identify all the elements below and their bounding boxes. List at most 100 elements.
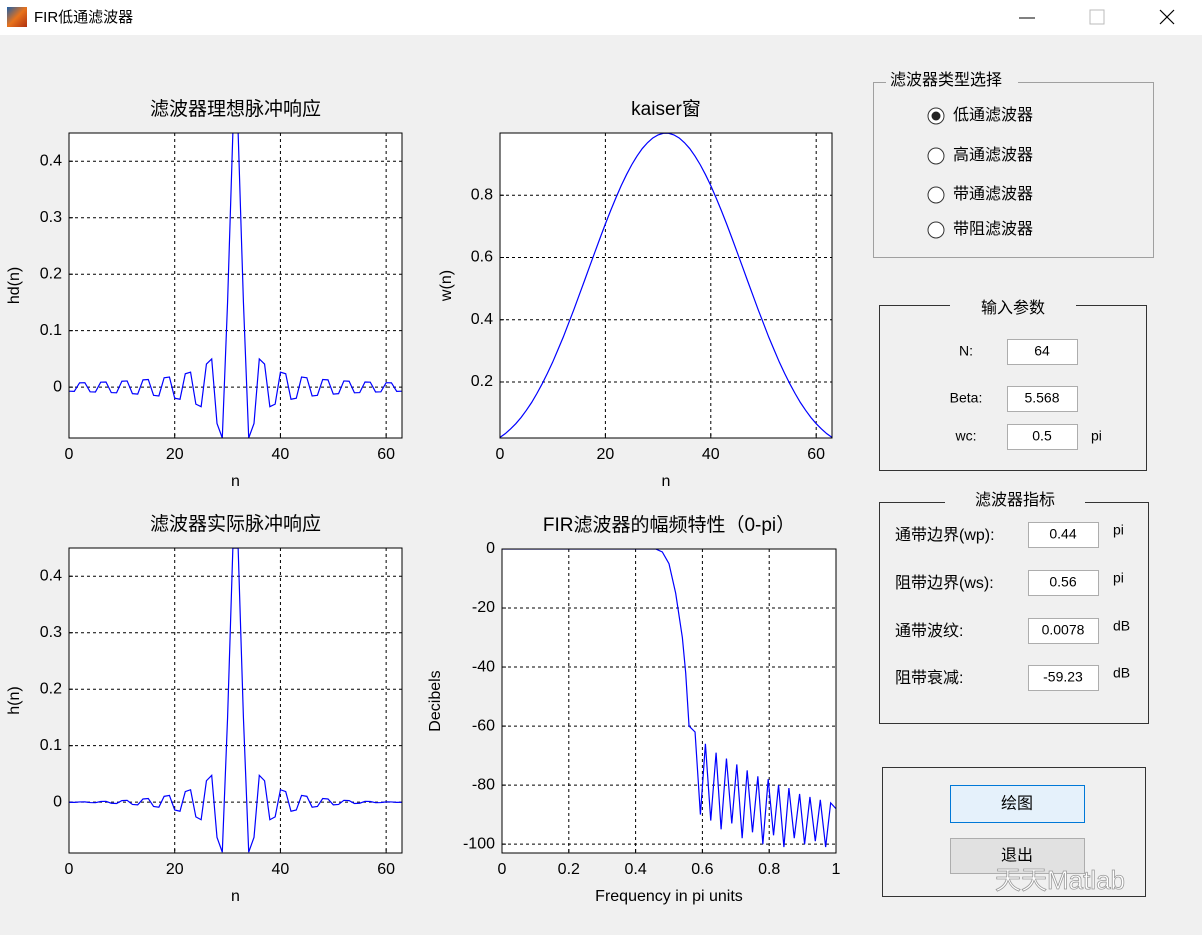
input-value[interactable]: 0.56 <box>1049 574 1076 590</box>
plot-area <box>69 133 402 438</box>
button[interactable] <box>950 838 1085 874</box>
group-title: 输入参数 <box>981 299 1045 317</box>
maximize-button[interactable] <box>1089 9 1105 25</box>
group-box <box>882 767 1146 897</box>
button[interactable] <box>950 785 1085 823</box>
x-tick-label: 0 <box>496 446 505 463</box>
text-input[interactable] <box>1007 386 1078 412</box>
data-line <box>502 549 836 848</box>
y-tick-label: 0.6 <box>471 249 493 266</box>
x-tick-label: 0 <box>65 861 74 878</box>
field-label: Beta: <box>950 390 983 406</box>
chart-title: 滤波器理想脉冲响应 <box>150 98 321 120</box>
radio-button[interactable] <box>927 147 945 165</box>
y-tick-label: -80 <box>472 776 495 793</box>
axes-box <box>68 132 403 439</box>
x-tick-label: 20 <box>166 446 184 463</box>
group-title: 滤波器指标 <box>975 491 1055 509</box>
input-value[interactable]: 0.0078 <box>1042 622 1085 638</box>
x-tick-label: 40 <box>272 446 290 463</box>
y-tick-label: 0 <box>486 540 495 557</box>
button-label[interactable]: 退出 <box>1001 847 1033 865</box>
chart-title: 滤波器实际脉冲响应 <box>150 513 321 535</box>
close-button[interactable] <box>1159 9 1175 25</box>
y-axis-label: w(n) <box>438 270 455 302</box>
x-tick-label: 40 <box>702 446 720 463</box>
y-tick-label: 0.2 <box>471 373 493 390</box>
x-axis-label: Frequency in pi units <box>595 888 743 905</box>
y-tick-label: 0.2 <box>40 680 62 697</box>
y-tick-label: -20 <box>472 599 495 616</box>
x-tick-label: 0 <box>498 861 507 878</box>
legend-bg <box>886 70 1018 92</box>
field-label: 通带波纹: <box>895 622 963 640</box>
group-title: 滤波器类型选择 <box>890 71 1002 89</box>
field-label: wc: <box>955 428 977 444</box>
radio-button[interactable] <box>927 221 945 239</box>
field-label: 阻带衰减: <box>895 669 963 687</box>
y-axis-label: Decibels <box>427 670 444 731</box>
x-tick-label: 0.6 <box>691 861 713 878</box>
input-value[interactable]: 0.44 <box>1049 526 1076 542</box>
unit-label: dB <box>1113 665 1130 681</box>
title-bar <box>0 0 1202 35</box>
x-axis-label: n <box>231 888 240 905</box>
x-tick-label: 0 <box>65 446 74 463</box>
input-value[interactable]: 0.5 <box>1032 428 1052 444</box>
text-input[interactable] <box>1007 424 1078 450</box>
axes-box <box>68 547 403 854</box>
text-input[interactable] <box>1028 618 1099 644</box>
text-input[interactable] <box>1007 339 1078 365</box>
x-tick-label: 1 <box>832 861 841 878</box>
axes-box <box>501 548 837 854</box>
x-tick-label: 40 <box>272 861 290 878</box>
text-input[interactable] <box>1028 570 1099 596</box>
app-icon <box>7 7 27 27</box>
radio-label[interactable]: 低通滤波器 <box>953 106 1033 124</box>
plot-area <box>502 549 836 853</box>
radio-label[interactable]: 带阻滤波器 <box>953 220 1033 238</box>
radio-button[interactable] <box>927 186 945 204</box>
radio-label[interactable]: 高通滤波器 <box>953 146 1033 164</box>
button-label[interactable]: 绘图 <box>1001 795 1033 813</box>
radio-label[interactable]: 带通滤波器 <box>953 185 1033 203</box>
text-input[interactable] <box>1028 522 1099 548</box>
y-tick-label: 0.4 <box>40 152 62 169</box>
y-tick-label: 0.4 <box>471 311 493 328</box>
unit-label: pi <box>1113 570 1124 586</box>
y-tick-label: 0.1 <box>40 737 62 754</box>
x-axis-label: n <box>662 473 671 490</box>
unit-label: pi <box>1113 522 1124 538</box>
y-tick-label: -40 <box>472 658 495 675</box>
input-value[interactable]: 64 <box>1034 343 1050 359</box>
x-tick-label: 60 <box>377 446 395 463</box>
y-tick-label: 0.4 <box>40 567 62 584</box>
y-tick-label: 0 <box>53 378 62 395</box>
y-tick-label: 0 <box>53 793 62 810</box>
watermark: 天天Matlab <box>995 865 1125 895</box>
y-tick-label: 0.2 <box>40 265 62 282</box>
unit-label: pi <box>1091 428 1102 444</box>
series-group <box>502 549 836 848</box>
x-tick-label: 0.8 <box>758 861 780 878</box>
field-label: 阻带边界(ws): <box>895 574 994 592</box>
legend-bg <box>945 490 1085 512</box>
input-value[interactable]: 5.568 <box>1024 390 1059 406</box>
radio-dot <box>931 111 941 121</box>
text-input[interactable] <box>1028 665 1099 691</box>
x-axis-label: n <box>231 473 240 490</box>
plot-area <box>69 548 402 853</box>
unit-label: dB <box>1113 618 1130 634</box>
chart-title: kaiser窗 <box>631 98 701 120</box>
x-tick-label: 0.4 <box>624 861 646 878</box>
axes-box <box>499 132 833 439</box>
y-tick-label: 0.3 <box>40 624 62 641</box>
window-title: FIR低通滤波器 <box>34 9 133 26</box>
legend-bg <box>950 298 1076 320</box>
input-value[interactable]: -59.23 <box>1043 669 1083 685</box>
y-axis-label: hd(n) <box>6 267 23 304</box>
field-label: 通带边界(wp): <box>895 526 995 544</box>
field-label: N: <box>959 343 973 359</box>
x-tick-label: 60 <box>807 446 825 463</box>
